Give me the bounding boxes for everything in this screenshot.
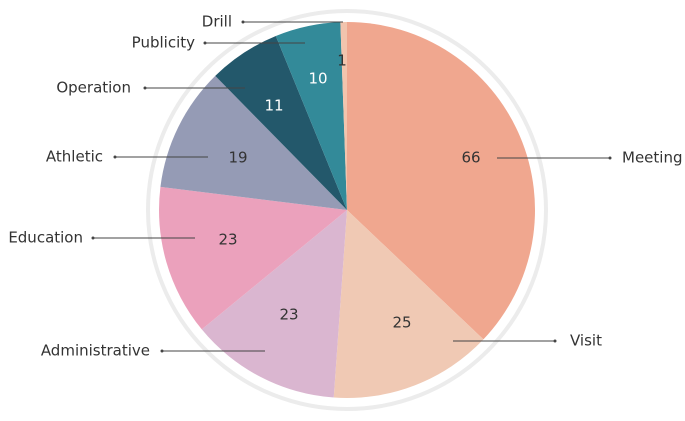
pie-slice	[340, 22, 347, 210]
leader-dot	[608, 156, 612, 160]
pie-slice	[275, 22, 347, 211]
pie-slice	[159, 186, 347, 330]
pie-slice	[347, 22, 535, 340]
leader-dot	[143, 86, 147, 90]
leader-dot	[241, 20, 245, 24]
leader-dot	[113, 155, 117, 159]
pie-slice	[160, 75, 347, 210]
value-label: 19	[228, 149, 247, 167]
value-label: 1	[337, 52, 347, 70]
category-label: Education	[8, 229, 83, 247]
category-label: Administrative	[41, 342, 150, 360]
value-label: 10	[308, 70, 327, 88]
value-label: 23	[218, 231, 237, 249]
category-label: Meeting	[622, 149, 682, 167]
outer-ring	[146, 9, 548, 411]
pie-slice	[333, 210, 484, 399]
value-label: 23	[279, 306, 298, 324]
leader-dot	[91, 236, 95, 240]
value-label: 25	[392, 314, 411, 332]
category-label: Athletic	[46, 148, 103, 166]
pie-slice	[215, 35, 347, 210]
leader-dot	[203, 41, 207, 45]
category-label: Visit	[570, 332, 602, 350]
category-label: Operation	[56, 79, 131, 97]
value-label: 66	[461, 149, 480, 167]
category-label: Publicity	[132, 34, 195, 52]
category-label: Drill	[202, 13, 232, 31]
value-label: 11	[264, 97, 283, 115]
leader-dot	[553, 339, 557, 343]
leader-dot	[160, 349, 164, 353]
